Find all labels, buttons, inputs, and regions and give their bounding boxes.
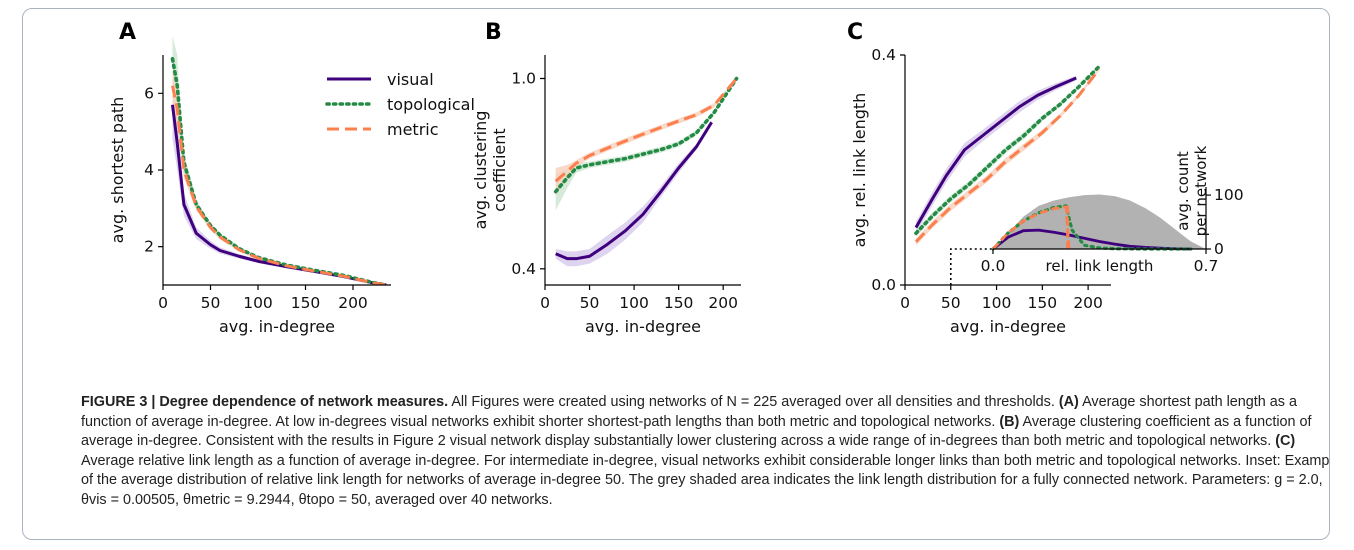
panel-letter-a: A xyxy=(119,20,136,45)
inset-reference-marker xyxy=(949,248,993,285)
metric-series-line xyxy=(171,85,387,285)
panel-letter-c: C xyxy=(847,20,863,45)
x-tick-label: 200 xyxy=(1073,294,1103,312)
x-tick-label: 200 xyxy=(708,294,738,312)
y-tick-label: 0.4 xyxy=(871,46,896,64)
caption-intro: All Figures were created using networks … xyxy=(448,394,1059,410)
caption-title-end: . xyxy=(444,394,449,410)
caption-ref-c: (C) xyxy=(1275,433,1296,449)
x-axis-label: avg. in-degree xyxy=(219,317,335,336)
topological-confidence-band xyxy=(555,78,737,211)
x-tick-label: 0 xyxy=(540,294,550,312)
panel-letter-b: B xyxy=(485,20,502,45)
y-tick-label: 0.4 xyxy=(511,260,536,278)
x-axis-label: avg. in-degree xyxy=(585,317,701,336)
caption-text-b: Average clustering coefficient as a func… xyxy=(81,413,1312,450)
x-tick-label: 50 xyxy=(941,294,961,312)
legend-label-metric: metric xyxy=(387,120,439,139)
y-axis-label: avg. shortest path xyxy=(108,97,127,244)
x-tick-label: 100 xyxy=(982,294,1012,312)
metric-series-line xyxy=(554,77,738,183)
figure-caption: FIGURE 3 | Degree dependence of network … xyxy=(81,393,1330,510)
caption-text-a: Average shortest path length as a functi… xyxy=(81,394,1298,430)
x-axis-label: avg. in-degree xyxy=(950,317,1066,336)
caption-text-c: Average relative link length as a functi… xyxy=(81,452,1330,508)
inset-x-tick-label: 0.7 xyxy=(1194,257,1219,275)
y-tick-label: 6 xyxy=(144,84,154,102)
x-tick-label: 0 xyxy=(158,294,168,312)
caption-title: Degree dependence of network measures xyxy=(159,394,445,410)
metric-series-line xyxy=(914,68,1101,243)
inset-x-tick-label: 0.0 xyxy=(981,257,1006,275)
topological-series-line xyxy=(170,57,389,285)
x-tick-label: 150 xyxy=(664,294,694,312)
x-tick-label: 150 xyxy=(1028,294,1058,312)
metric-confidence-band xyxy=(555,78,737,196)
inset-y-tick-label: 100 xyxy=(1214,186,1244,204)
y-tick-label: 4 xyxy=(144,161,154,179)
metric-confidence-band xyxy=(915,68,1100,246)
x-tick-label: 50 xyxy=(201,294,221,312)
y-tick-label: 0.0 xyxy=(871,276,896,294)
caption-figure-label: FIGURE 3 | xyxy=(81,394,156,410)
y-tick-label: 2 xyxy=(144,238,154,256)
figure-svg: A 0 50 100 150 200 2 4 6 avg. in-degree avg. short… xyxy=(108,20,1244,336)
visual-series-line xyxy=(914,76,1077,229)
x-tick-label: 0 xyxy=(900,294,910,312)
metric-confidence-band xyxy=(172,66,387,285)
caption-ref-b: (B) xyxy=(999,413,1020,430)
y-axis-label: coefficient xyxy=(490,128,509,211)
figure-frame: A 0 50 100 150 200 2 4 6 avg. in-degree avg. short… xyxy=(22,8,1330,540)
x-tick-label: 50 xyxy=(580,294,600,312)
caption-ref-a: (A) xyxy=(1058,394,1079,410)
legend-label-topological: topological xyxy=(387,95,475,114)
topological-series-line xyxy=(553,76,739,194)
visual-confidence-band xyxy=(555,119,712,267)
inset-histogram-area xyxy=(993,194,1206,249)
inset-y-axis-label: per network xyxy=(1192,145,1210,236)
legend-label-visual: visual xyxy=(387,70,434,89)
x-tick-label: 100 xyxy=(243,294,273,312)
visual-series-line xyxy=(171,104,387,285)
inset-x-axis-label: rel. link length xyxy=(1046,257,1154,275)
y-tick-label: 1.0 xyxy=(511,70,536,88)
x-tick-label: 100 xyxy=(619,294,649,312)
inset-y-axis-label: avg. count xyxy=(1174,151,1192,231)
x-tick-label: 150 xyxy=(291,294,321,312)
y-axis-label: avg. clustering xyxy=(471,111,490,230)
x-tick-label: 200 xyxy=(338,294,368,312)
topological-series-line xyxy=(914,64,1101,236)
inset-y-tick-label: 0 xyxy=(1214,240,1224,258)
visual-series-line xyxy=(555,121,713,261)
y-axis-label: avg. rel. link length xyxy=(850,93,869,248)
topological-confidence-band xyxy=(172,35,387,285)
